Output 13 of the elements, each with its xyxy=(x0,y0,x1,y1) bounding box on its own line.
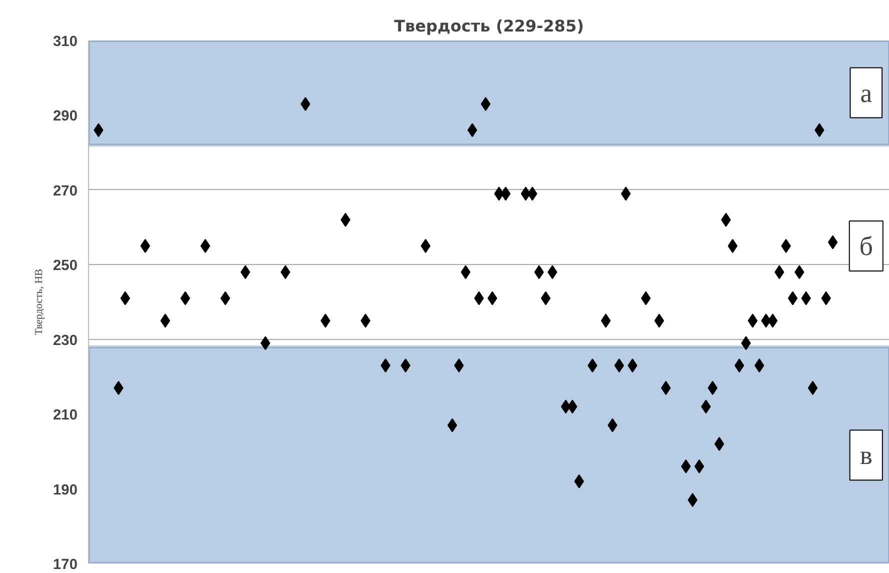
band-label: а xyxy=(860,78,872,108)
y-tick-label: 230 xyxy=(53,332,78,349)
y-tick-label: 270 xyxy=(53,183,78,200)
y-axis-title: Твердость, НВ xyxy=(34,268,46,336)
y-tick-label: 250 xyxy=(53,258,78,274)
y-tick-label: 290 xyxy=(53,108,78,125)
y-tick-label: 210 xyxy=(53,408,78,424)
chart-title: Твердость (229-285) xyxy=(394,16,584,36)
annotation: б xyxy=(859,230,873,261)
y-tick-label: 310 xyxy=(53,34,78,50)
y-tick-label: 190 xyxy=(53,482,78,498)
y-tick-label: 170 xyxy=(53,557,78,573)
band-label: в xyxy=(860,440,872,470)
